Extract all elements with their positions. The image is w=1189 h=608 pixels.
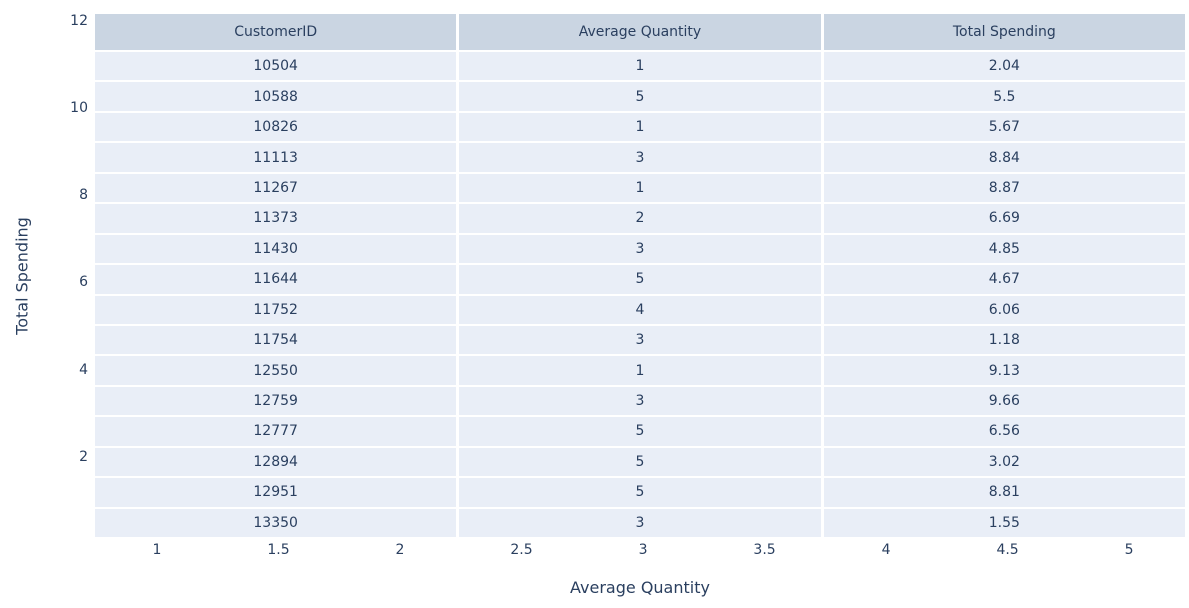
x-tick-label: 5 — [1124, 542, 1134, 558]
x-axis-title: Average Quantity — [570, 578, 710, 597]
x-tick-label: 4.5 — [996, 542, 1019, 558]
table-cell: 1 — [459, 356, 821, 385]
table-cell: 3.02 — [823, 447, 1185, 477]
y-tick-label: 4 — [79, 361, 88, 378]
table-cell: 9.13 — [823, 356, 1185, 385]
y-tick-label: 8 — [79, 187, 88, 204]
table-cell: 10588 — [95, 82, 457, 111]
table-cell: 12777 — [95, 417, 457, 446]
column-header: Average Quantity — [459, 14, 821, 50]
table-cell: 11267 — [95, 173, 457, 203]
table-cell: 3 — [459, 234, 821, 264]
table-cell: 10504 — [95, 52, 457, 81]
x-tick-label: 1 — [152, 542, 162, 558]
table-cell: 13350 — [95, 508, 457, 537]
table-cell: 5 — [459, 478, 821, 507]
x-tick-label: 2.5 — [510, 542, 533, 558]
x-tick-label: 2 — [395, 542, 405, 558]
table-cell: 11373 — [95, 204, 457, 233]
table-cell: 3 — [459, 386, 821, 416]
y-tick-label: 10 — [70, 99, 88, 116]
table-cell: 1.18 — [823, 325, 1185, 355]
table-cell: 11752 — [95, 295, 457, 324]
table-cell: 12951 — [95, 478, 457, 507]
x-tick-label: 3.5 — [753, 542, 776, 558]
table-cell: 11430 — [95, 234, 457, 264]
y-axis-title: Total Spending — [12, 217, 32, 335]
table-cell: 2.04 — [823, 52, 1185, 81]
table-cell: 5.5 — [823, 82, 1185, 111]
column-header: Total Spending — [823, 14, 1185, 50]
table-cell: 5 — [459, 447, 821, 477]
table-cell: 1.55 — [823, 508, 1185, 537]
table-cell: 3 — [459, 143, 821, 172]
table-cell: 3 — [459, 325, 821, 355]
table-cell: 10826 — [95, 112, 457, 142]
table-cell: 11113 — [95, 143, 457, 172]
table-cell: 8.84 — [823, 143, 1185, 172]
table-cell: 4.85 — [823, 234, 1185, 264]
table-cell: 2 — [459, 204, 821, 233]
y-tick-label: 12 — [70, 12, 88, 29]
table-cell: 6.69 — [823, 204, 1185, 233]
table-cell: 1 — [459, 173, 821, 203]
table-cell: 1 — [459, 112, 821, 142]
table-cell: 12550 — [95, 356, 457, 385]
table-cell: 12759 — [95, 386, 457, 416]
x-tick-label: 3 — [638, 542, 648, 558]
table-cell: 5 — [459, 417, 821, 446]
x-tick-label: 4 — [881, 542, 891, 558]
table-cell: 8.87 — [823, 173, 1185, 203]
x-tick-label: 1.5 — [267, 542, 290, 558]
table-cell: 5.67 — [823, 112, 1185, 142]
table-cell: 8.81 — [823, 478, 1185, 507]
y-tick-label: 6 — [79, 274, 88, 291]
plot-area: CustomerID Average Quantity Total Spending… — [95, 14, 1185, 537]
table-cell: 5 — [459, 82, 821, 111]
table-cell: 6.06 — [823, 295, 1185, 324]
table-cell: 1 — [459, 52, 821, 81]
table-cell: 11754 — [95, 325, 457, 355]
table-cell: 9.66 — [823, 386, 1185, 416]
table-cell: 5 — [459, 265, 821, 294]
table-cell: 4 — [459, 295, 821, 324]
table-cell: 3 — [459, 508, 821, 537]
table-cell: 12894 — [95, 447, 457, 477]
y-tick-label: 2 — [79, 449, 88, 466]
column-header: CustomerID — [95, 14, 457, 50]
table-cell: 6.56 — [823, 417, 1185, 446]
table-cell: 4.67 — [823, 265, 1185, 294]
data-table: CustomerID Average Quantity Total Spending… — [95, 14, 1185, 537]
table-cell: 11644 — [95, 265, 457, 294]
